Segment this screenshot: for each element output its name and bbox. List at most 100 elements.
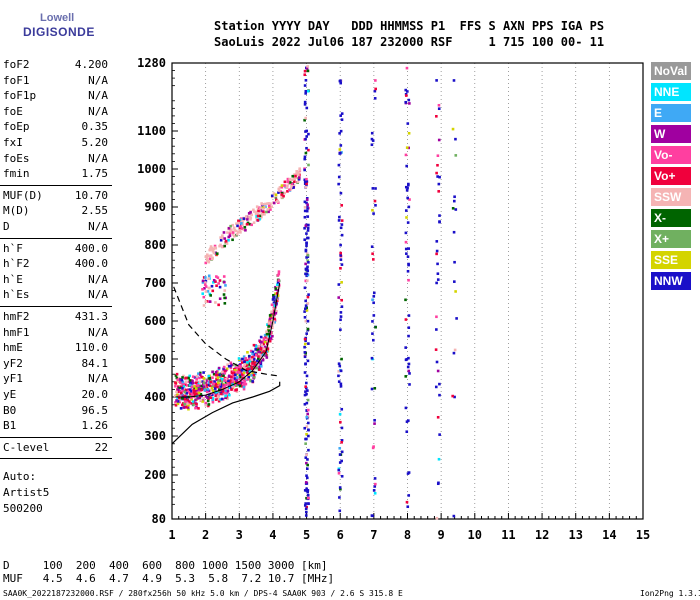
- echo-point: [303, 209, 307, 213]
- echo-point: [404, 88, 408, 92]
- echo-point: [339, 315, 343, 318]
- echo-point: [209, 254, 212, 258]
- echo-point: [339, 369, 343, 373]
- echo-point: [215, 275, 218, 278]
- echo-point: [239, 365, 242, 369]
- echo-point: [297, 177, 301, 181]
- legend-item-noval: NoVal: [651, 62, 691, 80]
- echo-point: [214, 370, 218, 374]
- chart-axes: [171, 62, 644, 520]
- echo-point: [207, 374, 211, 378]
- echo-point: [340, 441, 343, 444]
- echo-point: [218, 285, 222, 289]
- echo-point: [182, 382, 186, 386]
- echo-point: [252, 343, 256, 347]
- echo-point: [438, 433, 441, 436]
- echo-point: [266, 338, 270, 341]
- y-tick-label: 900: [144, 200, 166, 214]
- echo-point: [372, 489, 376, 492]
- echo-point: [304, 137, 307, 141]
- echo-point: [404, 375, 408, 378]
- echo-point: [220, 378, 223, 381]
- echo-point: [305, 409, 309, 412]
- echo-point: [337, 369, 341, 373]
- echo-point: [215, 252, 219, 255]
- echo-point: [438, 175, 441, 179]
- echo-point: [246, 218, 249, 221]
- echo-point: [454, 290, 457, 293]
- echo-point: [248, 370, 252, 374]
- y-tick-label: 700: [144, 276, 166, 290]
- legend-item-vo: Vo-: [651, 146, 691, 164]
- echo-point: [307, 421, 310, 425]
- legend-item-x: X-: [651, 209, 691, 227]
- echo-point: [370, 387, 374, 391]
- echo-point: [240, 385, 243, 388]
- echo-point: [214, 280, 217, 283]
- echo-point: [340, 219, 344, 222]
- echo-point: [303, 205, 307, 209]
- echo-point: [275, 309, 278, 313]
- echo-point: [437, 457, 441, 461]
- echo-point: [235, 384, 238, 388]
- echo-point: [253, 363, 257, 367]
- param-value: N/A: [88, 89, 108, 103]
- echo-point: [208, 286, 211, 290]
- y-tick-label: 400: [144, 390, 166, 404]
- echo-point: [213, 246, 217, 249]
- echo-point: [220, 374, 224, 377]
- echo-point: [246, 359, 249, 362]
- x-tick-label: 11: [501, 528, 515, 542]
- echo-point: [243, 363, 247, 366]
- echo-point: [304, 151, 308, 155]
- echo-point: [436, 262, 439, 266]
- echo-point: [338, 364, 342, 368]
- echo-point: [189, 388, 192, 391]
- echo-point: [265, 330, 268, 334]
- echo-point: [435, 315, 438, 319]
- param-label: yE: [3, 388, 17, 401]
- echo-point: [230, 370, 234, 374]
- echo-point: [175, 390, 178, 394]
- echo-point: [340, 426, 344, 430]
- echo-point: [306, 398, 310, 402]
- param-row-d: D N/A: [3, 220, 108, 236]
- echo-point: [263, 349, 266, 353]
- echo-point: [305, 241, 308, 245]
- echo-point: [238, 228, 242, 232]
- echo-point: [303, 337, 307, 341]
- echo-point: [278, 186, 282, 189]
- echo-point: [370, 356, 374, 360]
- echo-point: [408, 372, 411, 375]
- echo-point: [211, 389, 215, 392]
- echo-point: [303, 168, 306, 172]
- echo-point: [306, 490, 310, 494]
- echo-point: [337, 219, 341, 222]
- echo-point: [436, 272, 440, 276]
- echo-point: [286, 177, 290, 181]
- echo-point: [340, 263, 344, 266]
- echo-point: [405, 164, 408, 168]
- x-tick-label: 8: [404, 528, 411, 542]
- echo-point: [193, 385, 196, 388]
- echo-point: [240, 368, 244, 372]
- echo-point: [209, 247, 212, 250]
- echo-point: [305, 106, 309, 110]
- echo-point: [295, 172, 298, 176]
- echo-point: [274, 285, 277, 289]
- x-tick-label: 1: [168, 528, 175, 542]
- echo-point: [371, 187, 375, 190]
- echo-point: [223, 391, 227, 395]
- echo-point: [274, 287, 278, 290]
- echo-point: [233, 377, 237, 380]
- echo-point: [303, 345, 306, 349]
- echo-point: [218, 297, 222, 301]
- echo-point: [208, 393, 211, 397]
- echo-point: [217, 303, 220, 307]
- param-label: B0: [3, 403, 17, 417]
- echo-point: [235, 388, 238, 391]
- echo-point: [370, 137, 374, 141]
- echo-point: [246, 351, 249, 354]
- echo-point: [211, 396, 215, 400]
